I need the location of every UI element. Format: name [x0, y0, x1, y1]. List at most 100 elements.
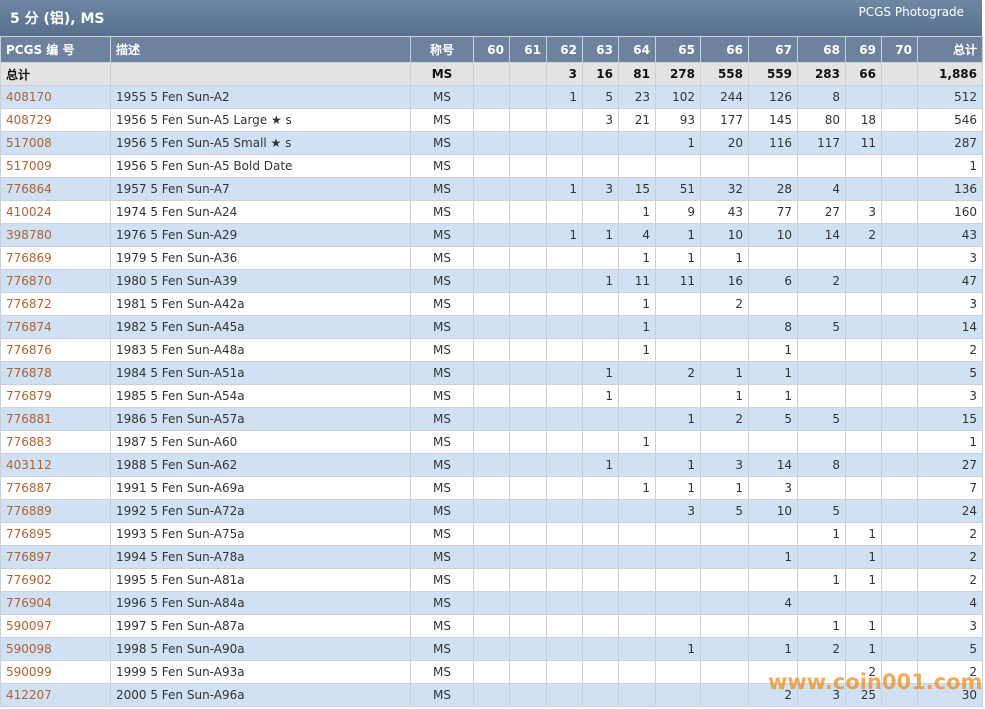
cell: MS [410, 614, 474, 638]
cell: 1987 5 Fen Sun-A60 [110, 430, 411, 454]
cell: 1991 5 Fen Sun-A69a [110, 476, 411, 500]
cell [618, 591, 656, 615]
column-header: 62 [546, 36, 583, 63]
cell [473, 522, 510, 546]
cell: 25 [845, 683, 882, 707]
cell: 1995 5 Fen Sun-A81a [110, 568, 411, 592]
cell [509, 177, 547, 201]
cell [546, 108, 583, 132]
cell [881, 499, 918, 523]
cell [473, 614, 510, 638]
table-row: 776889 1992 5 Fen Sun-A72a MS 3 5 10 5 24 [0, 499, 983, 523]
cell: MS [410, 430, 474, 454]
table-row: 776869 1979 5 Fen Sun-A36 MS 1 1 1 3 [0, 246, 983, 270]
cell: 1 [655, 407, 701, 431]
cell: 136 [917, 177, 983, 201]
cell: 6 [748, 269, 798, 293]
cell: MS [410, 177, 474, 201]
table-row: 517009 1956 5 Fen Sun-A5 Bold Date MS 1 [0, 154, 983, 178]
cell [700, 568, 749, 592]
cell [655, 660, 701, 684]
cell: 4 [797, 177, 846, 201]
cell: 1957 5 Fen Sun-A7 [110, 177, 411, 201]
cell: 32 [700, 177, 749, 201]
cell [700, 614, 749, 638]
cell [473, 361, 510, 385]
table-row: 776864 1957 5 Fen Sun-A7 MS 1 3 15 51 32 28 4 136 [0, 177, 983, 201]
cell: 3 [845, 200, 882, 224]
cell: 3 [546, 62, 583, 86]
cell [655, 154, 701, 178]
cell: 43 [917, 223, 983, 247]
cell: 1 [748, 545, 798, 569]
cell: 2 [700, 407, 749, 431]
title: 5 分 (铝), MS [10, 11, 105, 27]
cell: 1 [618, 338, 656, 362]
cell: MS [410, 108, 474, 132]
cell [509, 62, 547, 86]
table-row: 776887 1991 5 Fen Sun-A69a MS 1 1 1 3 7 [0, 476, 983, 500]
cell [509, 338, 547, 362]
cell [546, 499, 583, 523]
cell [473, 200, 510, 224]
cell: MS [410, 499, 474, 523]
cell [881, 269, 918, 293]
cell [473, 499, 510, 523]
cell: 4 [917, 591, 983, 615]
column-header: 64 [618, 36, 656, 63]
pcgs-number: 776879 [0, 384, 111, 408]
cell: MS [410, 269, 474, 293]
cell: MS [410, 131, 474, 155]
pcgs-number: 776904 [0, 591, 111, 615]
table-row: 410024 1974 5 Fen Sun-A24 MS 1 9 43 77 27 3 160 [0, 200, 983, 224]
cell: 3 [748, 476, 798, 500]
cell [546, 591, 583, 615]
cell [509, 430, 547, 454]
cell [582, 476, 619, 500]
cell: 2 [917, 338, 983, 362]
cell: 4 [748, 591, 798, 615]
cell [700, 637, 749, 661]
cell [845, 177, 882, 201]
cell: 18 [845, 108, 882, 132]
cell [797, 384, 846, 408]
cell: 1 [655, 246, 701, 270]
cell [546, 361, 583, 385]
cell [473, 591, 510, 615]
pcgs-number: 776887 [0, 476, 111, 500]
table-row: 398780 1976 5 Fen Sun-A29 MS 1 1 4 1 10 10 14 2 43 [0, 223, 983, 247]
pcgs-number: 590097 [0, 614, 111, 638]
cell: 2 [917, 545, 983, 569]
cell [881, 131, 918, 155]
cell: MS [410, 85, 474, 109]
cell: 8 [797, 85, 846, 109]
cell: 2000 5 Fen Sun-A96a [110, 683, 411, 707]
table-row: 403112 1988 5 Fen Sun-A62 MS 1 1 3 14 8 27 [0, 453, 983, 477]
cell: 1997 5 Fen Sun-A87a [110, 614, 411, 638]
cell: 30 [917, 683, 983, 707]
cell: 28 [748, 177, 798, 201]
pcgs-number: 776870 [0, 269, 111, 293]
pcgs-number: 398780 [0, 223, 111, 247]
cell: 558 [700, 62, 749, 86]
cell: 15 [917, 407, 983, 431]
table-row: 总计 MS 3 16 81 278 558 559 283 66 1,886 [0, 62, 983, 86]
cell [881, 62, 918, 86]
watermark: www.coin001.com [768, 670, 983, 694]
cell [845, 361, 882, 385]
cell: 1 [845, 545, 882, 569]
cell [473, 407, 510, 431]
cell: 1 [797, 522, 846, 546]
table-row: 776883 1987 5 Fen Sun-A60 MS 1 1 [0, 430, 983, 454]
cell [509, 545, 547, 569]
cell [509, 292, 547, 316]
table-row: 776874 1982 5 Fen Sun-A45a MS 1 8 5 14 [0, 315, 983, 339]
cell: 1 [618, 430, 656, 454]
cell [473, 568, 510, 592]
pcgs-number: 776869 [0, 246, 111, 270]
cell: 5 [917, 361, 983, 385]
cell [881, 568, 918, 592]
cell [509, 407, 547, 431]
cell: 3 [917, 292, 983, 316]
